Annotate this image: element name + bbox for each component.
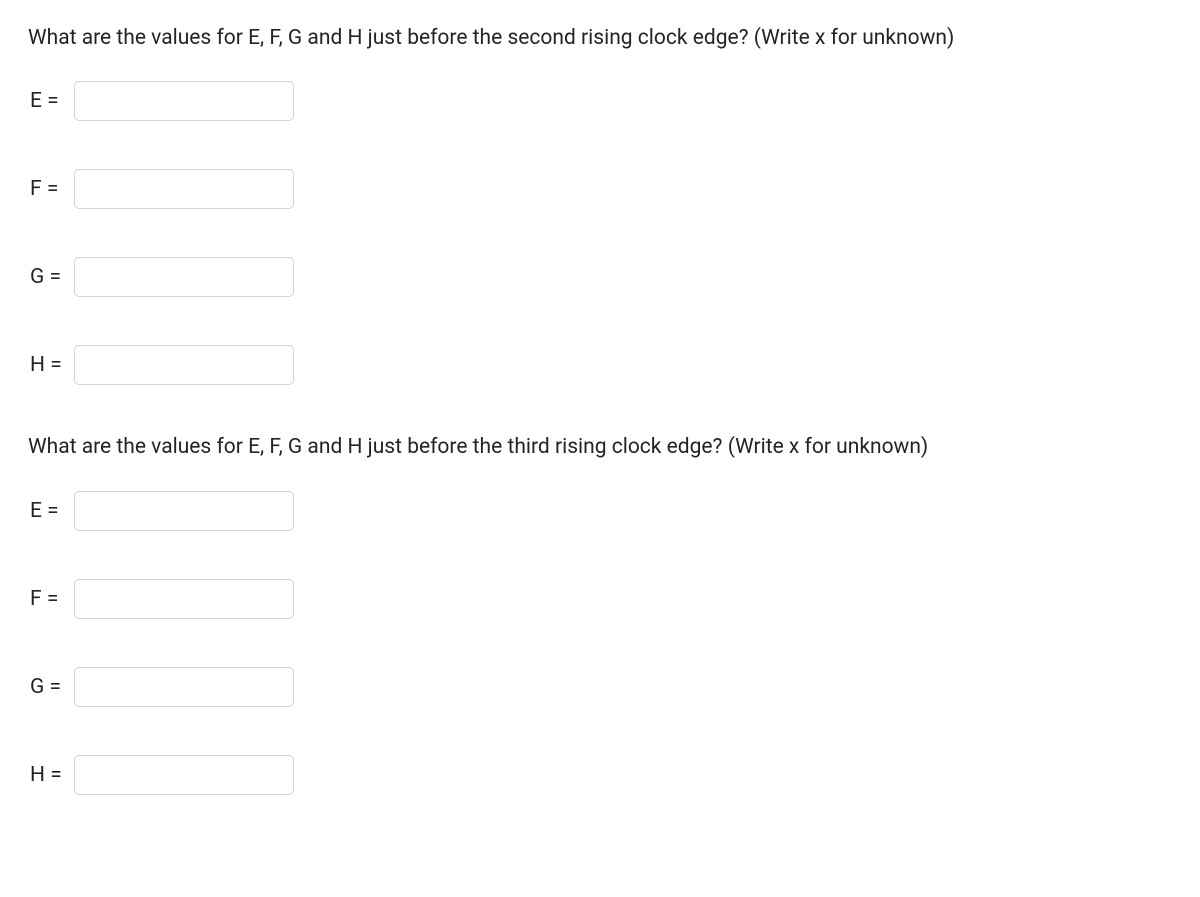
input-g1[interactable] [74,257,294,297]
label-e1: E = [30,89,74,113]
input-row-e1: E = [30,81,1172,121]
question-1-prompt: What are the values for E, F, G and H ju… [28,24,1172,53]
question-2-prompt: What are the values for E, F, G and H ju… [28,433,1172,462]
input-f1[interactable] [74,169,294,209]
input-e1[interactable] [74,81,294,121]
input-row-g2: G = [30,667,1172,707]
input-row-f2: F = [30,579,1172,619]
label-g2: G = [30,675,74,699]
question-1-block: What are the values for E, F, G and H ju… [28,24,1172,385]
input-h1[interactable] [74,345,294,385]
input-row-h2: H = [30,755,1172,795]
input-f2[interactable] [74,579,294,619]
input-row-g1: G = [30,257,1172,297]
label-h2: H = [30,763,74,787]
input-g2[interactable] [74,667,294,707]
label-f2: F = [30,587,74,611]
label-e2: E = [30,499,74,523]
label-f1: F = [30,177,74,201]
label-h1: H = [30,353,74,377]
input-row-h1: H = [30,345,1172,385]
input-e2[interactable] [74,491,294,531]
input-row-f1: F = [30,169,1172,209]
label-g1: G = [30,265,74,289]
input-h2[interactable] [74,755,294,795]
question-2-block: What are the values for E, F, G and H ju… [28,433,1172,794]
input-row-e2: E = [30,491,1172,531]
